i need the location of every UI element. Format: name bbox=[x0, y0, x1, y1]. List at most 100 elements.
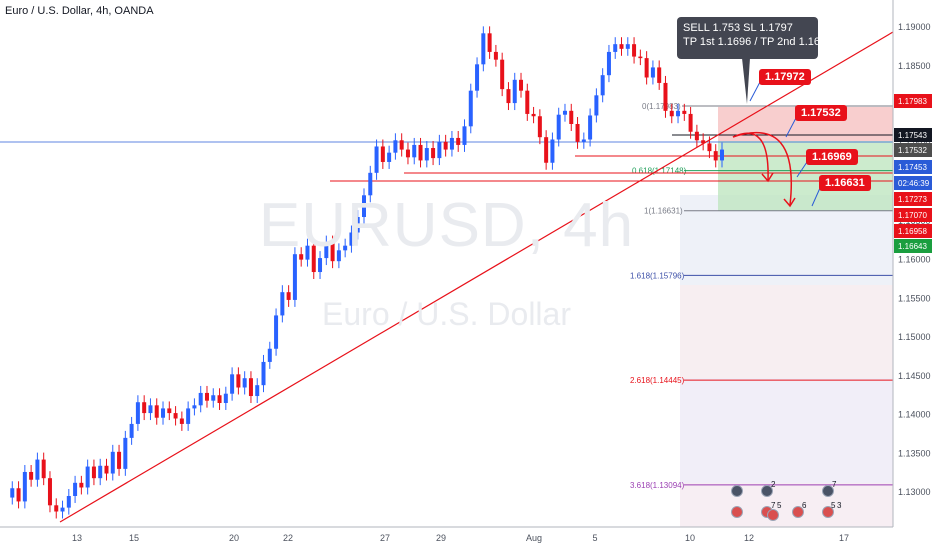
event-count: 5 bbox=[777, 501, 782, 510]
candle-body bbox=[720, 149, 724, 161]
candle-body bbox=[531, 113, 536, 117]
candle-body bbox=[173, 413, 178, 419]
candle-body bbox=[682, 110, 687, 114]
candle-body bbox=[280, 292, 285, 316]
price-tag[interactable] bbox=[894, 143, 932, 157]
price-tag[interactable] bbox=[894, 176, 932, 190]
x-tick-label: 5 bbox=[592, 533, 597, 543]
candle-body bbox=[230, 374, 235, 394]
callout-2[interactable]: 1.17532 bbox=[795, 105, 847, 121]
y-tick-label: 1.15000 bbox=[898, 332, 931, 342]
candle-body bbox=[481, 33, 486, 65]
fib-level-label: 0(1.17983) bbox=[642, 102, 681, 111]
candle-body bbox=[117, 451, 122, 469]
candle-body bbox=[41, 459, 46, 479]
fib-level-label: 1.618(1.15796) bbox=[630, 271, 685, 280]
candle-body bbox=[362, 195, 366, 217]
price-tag-label: 1.16643 bbox=[898, 242, 927, 251]
candle-body bbox=[123, 437, 128, 469]
candle-body bbox=[431, 148, 436, 159]
candle-body bbox=[669, 110, 674, 117]
x-tick-label: 22 bbox=[283, 533, 293, 543]
projection-arrow[interactable] bbox=[732, 132, 792, 206]
y-tick-label: 1.13500 bbox=[898, 448, 931, 458]
candle-body bbox=[644, 58, 649, 78]
candle-body bbox=[487, 33, 492, 52]
candle-body bbox=[336, 250, 341, 262]
candle-body bbox=[349, 232, 354, 246]
x-tick-label: Aug bbox=[526, 533, 542, 543]
candle-body bbox=[324, 242, 329, 259]
price-tag-label: 1.17532 bbox=[898, 146, 927, 155]
price-tag[interactable] bbox=[894, 192, 932, 206]
candle-body bbox=[688, 113, 693, 132]
candle-body bbox=[267, 348, 272, 362]
price-tag-label: 1.17983 bbox=[898, 97, 927, 106]
us-flag-icon[interactable] bbox=[767, 509, 779, 521]
candle-body bbox=[343, 245, 348, 251]
callout-pointer bbox=[749, 81, 761, 102]
candle-body bbox=[60, 507, 65, 512]
candle-body bbox=[707, 143, 712, 152]
candle-body bbox=[475, 64, 480, 91]
candle-body bbox=[242, 378, 247, 388]
y-tick-label: 1.13000 bbox=[898, 487, 931, 497]
candle-body bbox=[556, 114, 561, 140]
callout-1[interactable]: 1.17972 bbox=[759, 69, 811, 85]
candle-body bbox=[217, 395, 222, 403]
us-flag-icon[interactable] bbox=[822, 506, 834, 518]
candle-body bbox=[167, 408, 172, 414]
candle-body bbox=[204, 392, 209, 401]
candle-body bbox=[449, 137, 454, 150]
candle-body bbox=[29, 471, 34, 480]
eu-flag-icon[interactable] bbox=[761, 485, 773, 497]
price-tag[interactable] bbox=[894, 94, 932, 108]
us-flag-icon[interactable] bbox=[731, 506, 743, 518]
candle-body bbox=[148, 405, 153, 414]
price-tag[interactable] bbox=[894, 208, 932, 222]
candle-body bbox=[575, 124, 580, 142]
candle-body bbox=[632, 44, 637, 57]
candle-body bbox=[443, 141, 448, 150]
candle-body bbox=[368, 172, 373, 196]
price-tag-label: 1.17543 bbox=[898, 131, 927, 140]
candle-body bbox=[638, 56, 643, 59]
price-tag[interactable] bbox=[894, 239, 932, 253]
candle-body bbox=[493, 51, 498, 60]
event-count: 7 bbox=[771, 501, 776, 510]
y-tick-label: 1.19000 bbox=[898, 22, 931, 32]
price-tag-label: 1.16958 bbox=[898, 227, 927, 236]
candle-body bbox=[186, 408, 191, 424]
event-count: 6 bbox=[802, 501, 807, 510]
price-tag[interactable] bbox=[894, 160, 932, 174]
fib-level-label: 0.618(1.17148) bbox=[632, 167, 687, 176]
candle-body bbox=[713, 151, 718, 161]
trend-line[interactable] bbox=[59, 31, 894, 523]
note-pointer bbox=[742, 58, 750, 104]
candle-body bbox=[129, 423, 134, 438]
callout-4[interactable]: 1.16631 bbox=[819, 175, 871, 191]
candle-body bbox=[104, 465, 109, 474]
candle-body bbox=[399, 140, 404, 150]
projection-shade bbox=[680, 483, 893, 527]
candle-body bbox=[355, 217, 360, 233]
candle-body bbox=[393, 140, 398, 153]
candle-body bbox=[418, 144, 423, 161]
price-tag[interactable] bbox=[894, 224, 932, 238]
eu-flag-icon[interactable] bbox=[822, 485, 834, 497]
candle-body bbox=[79, 482, 84, 488]
candle-body bbox=[701, 140, 706, 144]
candle-body bbox=[161, 408, 166, 418]
candle-body bbox=[537, 116, 542, 138]
price-tag[interactable] bbox=[894, 128, 932, 142]
x-tick-label: 15 bbox=[129, 533, 139, 543]
y-tick-label: 1.14000 bbox=[898, 410, 931, 420]
candle-body bbox=[424, 148, 429, 161]
callout-3[interactable]: 1.16969 bbox=[806, 149, 858, 165]
trade-note[interactable]: SELL 1.753 SL 1.1797 TP 1st 1.1696 / TP … bbox=[677, 17, 832, 59]
us-flag-icon[interactable] bbox=[792, 506, 804, 518]
candle-body bbox=[305, 245, 310, 260]
eu-flag-icon[interactable] bbox=[731, 485, 743, 497]
fib-level-label: 2.618(1.14445) bbox=[630, 376, 685, 385]
